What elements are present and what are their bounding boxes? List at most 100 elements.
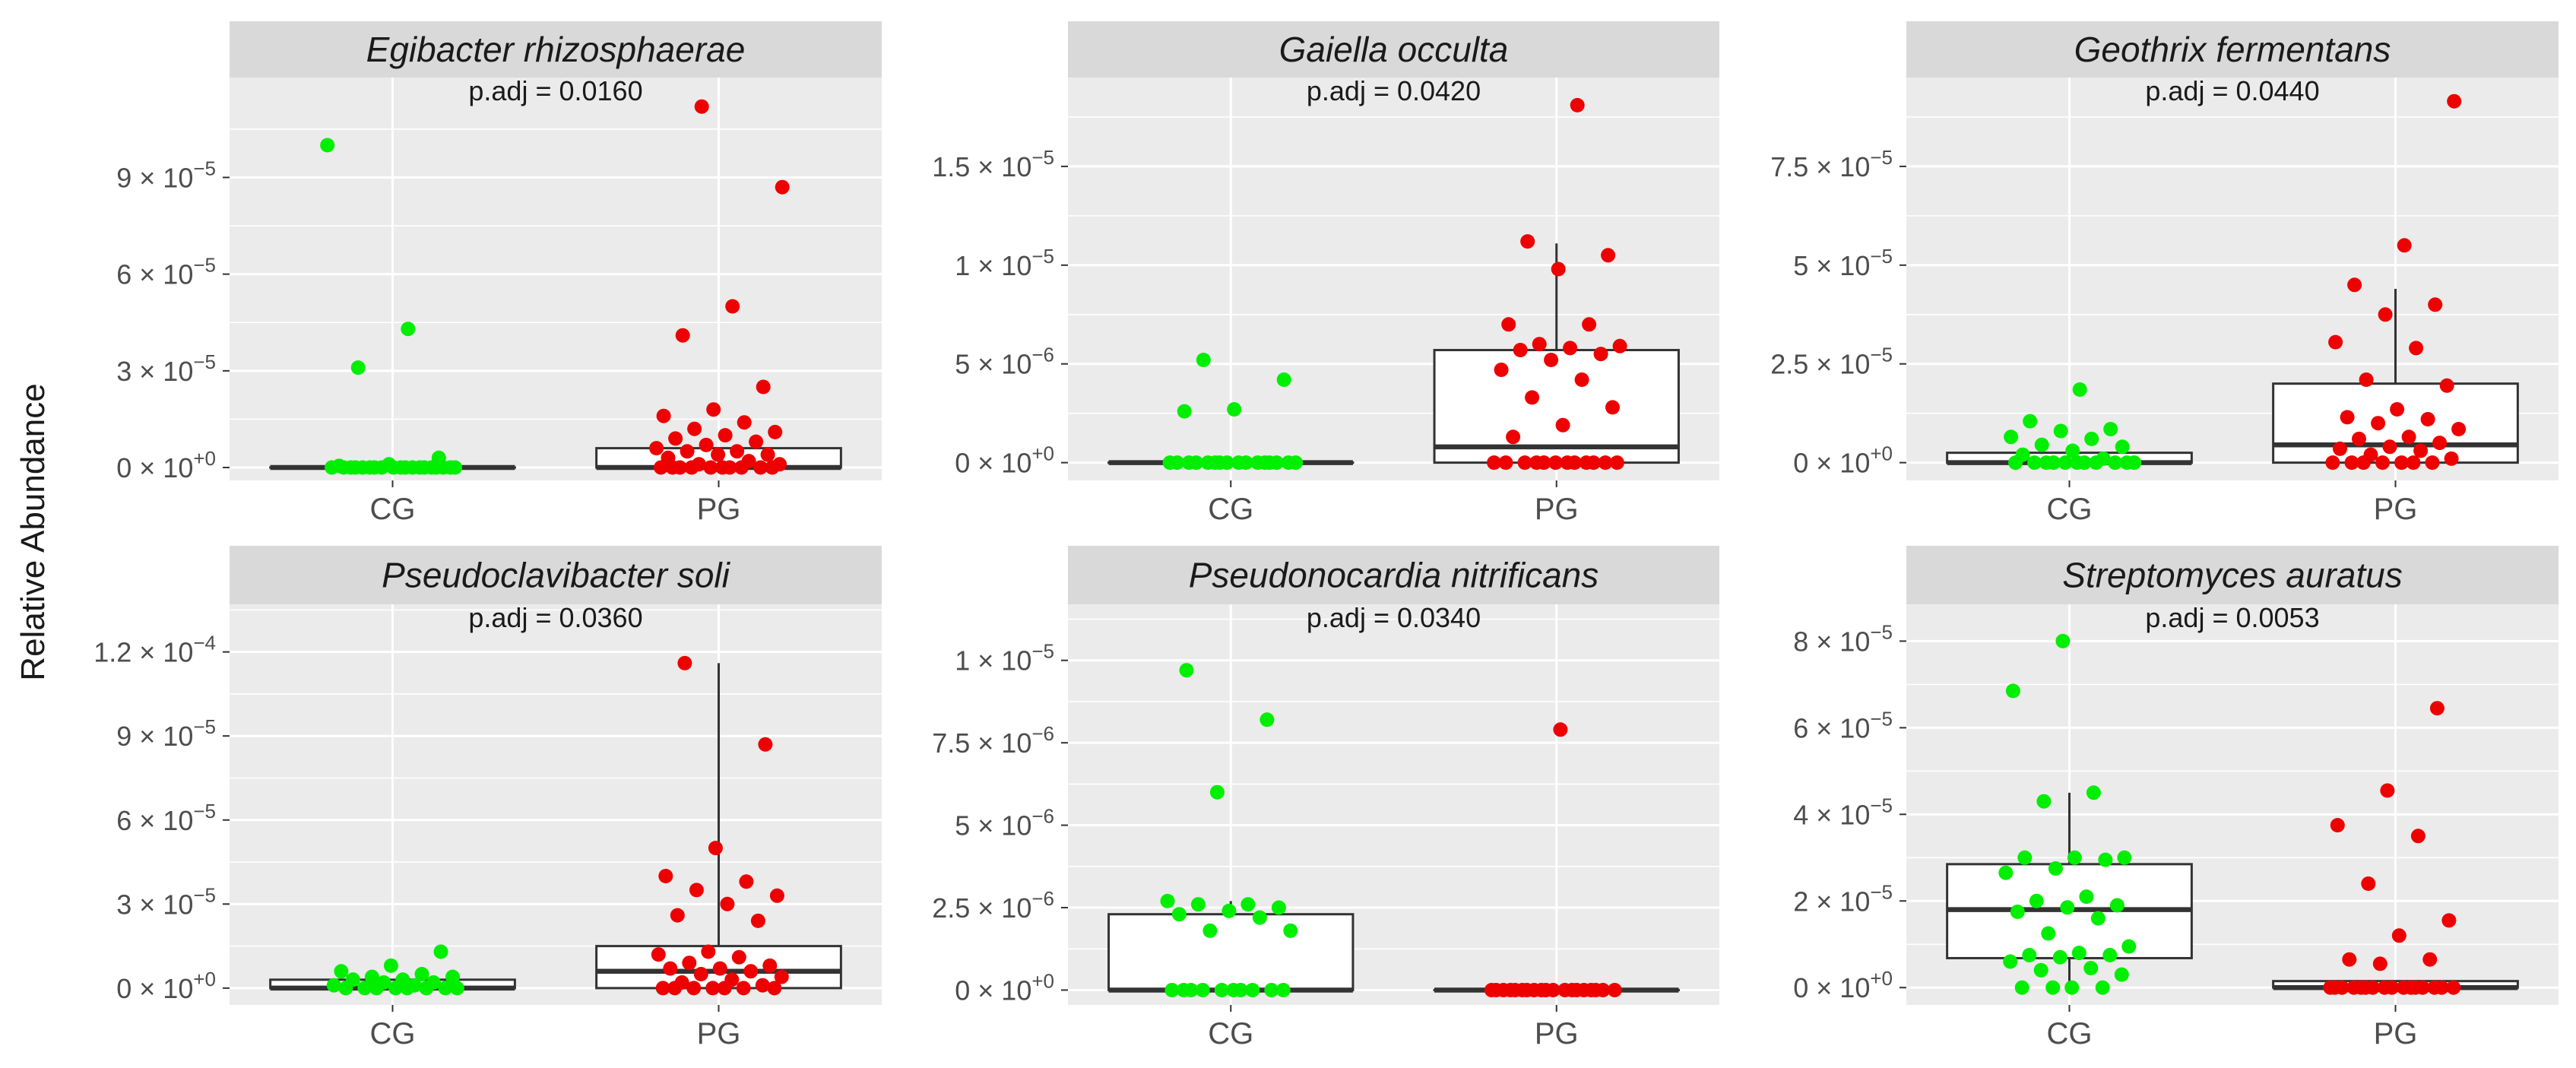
data-point-cg — [419, 981, 434, 996]
x-tick-label: CG — [2047, 1017, 2093, 1051]
data-point-cg — [1171, 907, 1187, 922]
y-tick-label: 2.5 × 10−6 — [932, 887, 1054, 924]
y-tick-label-base: 8 × 10 — [1793, 626, 1870, 657]
y-tick-label-base: 5 × 10 — [955, 810, 1031, 841]
data-point-cg — [1160, 893, 1175, 908]
data-point-cg — [1226, 983, 1241, 997]
y-tick-label-exponent: −5 — [1870, 880, 1893, 903]
y-tick-label-base: 0 × 10 — [955, 975, 1031, 1006]
facet-strip — [1906, 21, 2559, 78]
y-tick-label: 8 × 10−5 — [1793, 620, 1893, 657]
data-point-cg — [1214, 983, 1229, 997]
y-axis-label: Relative Abundance — [14, 383, 52, 680]
data-point-pg — [2380, 783, 2395, 798]
data-point-cg — [1259, 712, 1275, 727]
data-point-cg — [388, 981, 403, 996]
data-point-cg — [2041, 926, 2056, 941]
data-point-pg — [2352, 431, 2366, 446]
data-point-cg — [2119, 455, 2134, 471]
data-point-pg — [758, 737, 773, 752]
data-point-pg — [2342, 952, 2357, 967]
y-tick-label-exponent: −5 — [1031, 245, 1054, 268]
data-point-pg — [2401, 429, 2416, 445]
data-point-pg — [711, 447, 726, 462]
data-point-pg — [2361, 876, 2376, 891]
data-point-cg — [2060, 900, 2075, 915]
data-point-pg — [2375, 455, 2390, 471]
data-point-cg — [2071, 946, 2086, 961]
data-point-pg — [2439, 378, 2454, 393]
y-tick-label-base: 7.5 × 10 — [1770, 151, 1870, 182]
data-point-pg — [686, 981, 702, 996]
data-point-cg — [417, 460, 432, 475]
y-tick-label-base: 1.2 × 10 — [93, 637, 193, 668]
data-point-pg — [2409, 341, 2424, 356]
data-point-pg — [760, 447, 775, 462]
y-tick-label-exponent: −5 — [1031, 146, 1054, 169]
data-point-cg — [2086, 785, 2101, 800]
data-point-cg — [2055, 633, 2071, 648]
y-tick-label-base: 6 × 10 — [116, 805, 193, 836]
y-tick-label-base: 1 × 10 — [955, 250, 1031, 281]
x-tick-label: PG — [1535, 493, 1579, 526]
data-point-pg — [1487, 455, 1502, 471]
data-point-pg — [2333, 441, 2347, 456]
data-point-cg — [2070, 455, 2085, 471]
y-tick-label-base: 0 × 10 — [1793, 448, 1870, 479]
data-point-cg — [1209, 784, 1225, 800]
y-tick-label-exponent: −5 — [1870, 794, 1893, 816]
data-point-pg — [1551, 261, 1566, 277]
data-point-pg — [1605, 400, 1620, 415]
y-tick-label-exponent: −5 — [193, 157, 216, 179]
data-point-cg — [2017, 850, 2033, 865]
y-tick-label-base: 0 × 10 — [1793, 972, 1870, 1003]
y-tick-label-exponent: −6 — [1031, 722, 1054, 745]
y-tick-label-exponent: +0 — [1031, 969, 1054, 992]
data-point-pg — [774, 969, 789, 984]
data-point-cg — [1245, 983, 1260, 997]
data-point-pg — [1519, 983, 1535, 997]
data-point-cg — [1202, 923, 1218, 938]
data-point-pg — [667, 981, 683, 996]
data-point-cg — [1200, 455, 1215, 471]
data-point-cg — [2029, 893, 2044, 908]
y-tick-label-exponent: +0 — [1031, 442, 1054, 465]
data-point-pg — [743, 964, 759, 979]
data-point-pg — [753, 460, 768, 475]
data-point-cg — [398, 460, 413, 475]
data-point-pg — [736, 981, 751, 996]
data-point-pg — [762, 958, 778, 973]
data-point-pg — [750, 913, 765, 928]
y-tick-label-base: 6 × 10 — [1793, 712, 1870, 743]
data-point-cg — [2103, 422, 2118, 436]
y-tick-label: 9 × 10−5 — [116, 157, 216, 193]
y-tick-label-base: 1.5 × 10 — [932, 151, 1031, 182]
data-point-pg — [2340, 410, 2355, 425]
data-point-pg — [1593, 347, 1608, 362]
y-tick-label-exponent: −5 — [1870, 344, 1893, 366]
data-point-pg — [2377, 980, 2392, 995]
data-point-cg — [2008, 455, 2023, 471]
y-tick-label: 3 × 10−5 — [116, 350, 216, 387]
y-tick-label-exponent: −4 — [193, 632, 216, 654]
x-tick-label: PG — [2374, 493, 2418, 526]
facet-strip — [230, 546, 882, 604]
data-point-cg — [2004, 429, 2019, 445]
data-point-pg — [1570, 97, 1585, 113]
x-tick-label: PG — [697, 1017, 741, 1051]
data-point-pg — [705, 981, 721, 996]
data-point-pg — [655, 981, 670, 996]
data-point-cg — [386, 460, 401, 475]
y-tick-label-exponent: −5 — [193, 800, 216, 822]
data-point-pg — [1569, 983, 1584, 997]
data-point-cg — [1231, 455, 1247, 471]
y-tick-label: 2.5 × 10−5 — [1770, 344, 1893, 380]
data-point-pg — [1548, 455, 1563, 471]
data-point-pg — [2397, 238, 2412, 253]
facet-title: Geothrix fermentans — [2074, 30, 2391, 69]
data-point-cg — [433, 944, 448, 959]
data-point-cg — [2121, 939, 2137, 954]
data-point-pg — [1557, 983, 1573, 997]
